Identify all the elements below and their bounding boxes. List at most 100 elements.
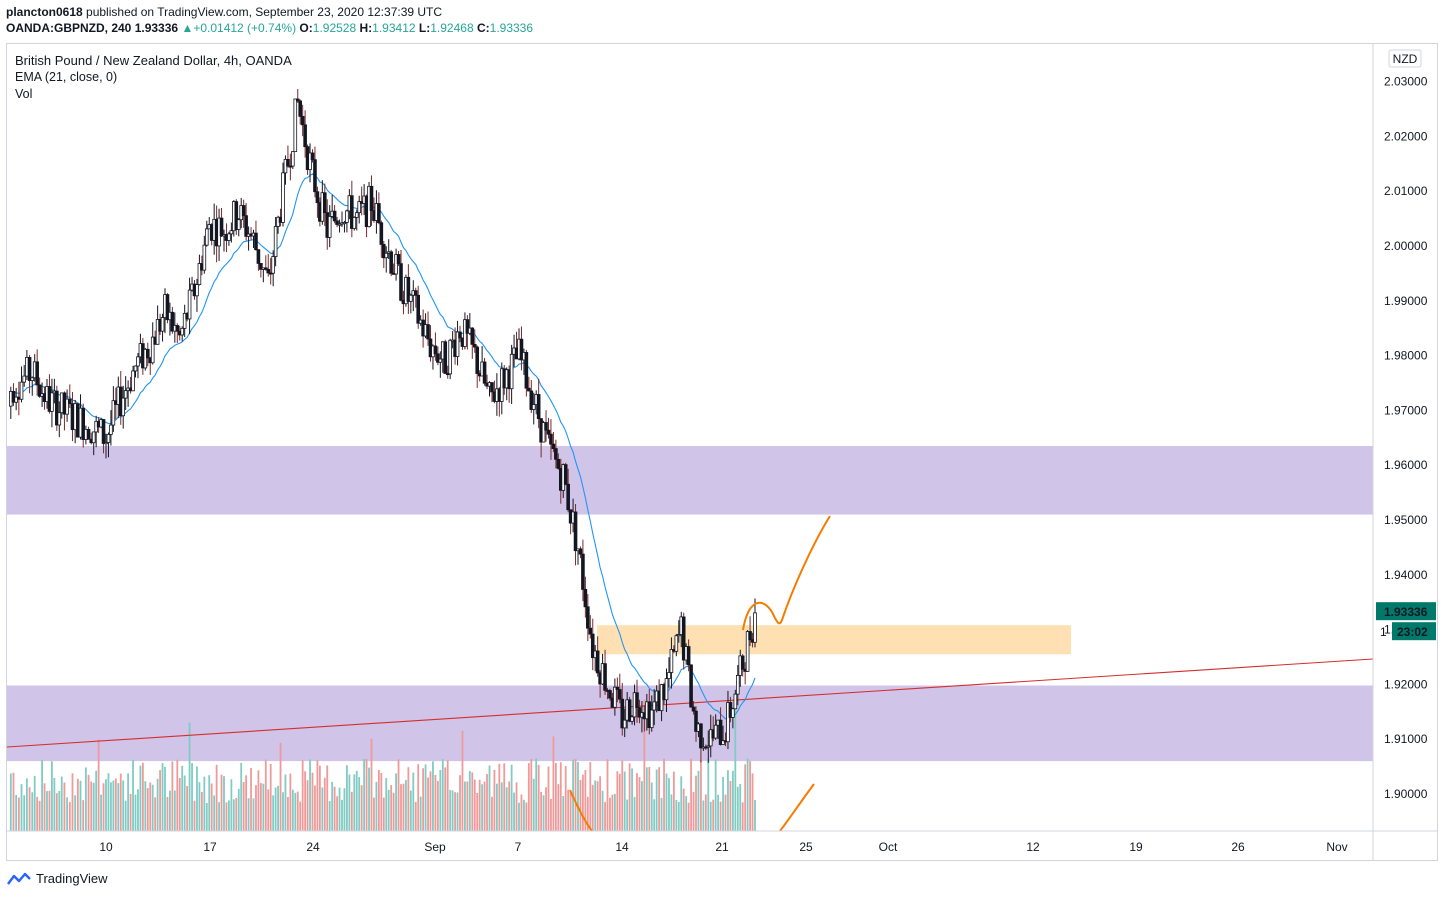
volume-bar [444,767,447,831]
volume-bar [523,799,525,831]
candle-body [721,740,725,745]
volume-bar [331,781,334,831]
volume-bar [171,761,174,831]
ema-layer [10,173,756,720]
legend-vol[interactable]: Vol [15,87,33,101]
candle-body [549,433,553,445]
candle-body [236,219,241,230]
volume-bar [746,758,749,831]
volume-bar [564,766,567,831]
candle-body [150,336,155,364]
volume-bar [274,787,277,831]
volume-bar [309,759,311,831]
candle-body [202,244,207,271]
volume-bar [23,795,26,831]
candle-body [310,152,315,161]
volume-bar [594,780,597,831]
volume-bar [12,772,15,831]
volume-bar [712,799,715,831]
volume-bar [146,788,149,831]
time-tick-label: 7 [515,840,522,854]
time-tick-label: 24 [306,840,320,854]
candle-body [588,627,593,635]
candle-body [377,203,381,224]
candle-body [509,353,514,390]
volume-bar [741,802,744,831]
candle-body [426,324,430,340]
candle-body [706,745,711,748]
volume-bar [461,730,464,831]
volume-bar [341,799,343,831]
footer-brand[interactable]: TradingView [6,871,108,886]
price-tick-label: 1.94000 [1384,568,1428,582]
volume-bar [618,773,621,831]
volume-bar [599,776,602,831]
volume-bar [38,800,41,831]
volume-bar [95,770,98,831]
candle-body [389,251,393,274]
volume-bar [441,759,444,831]
volume-bar [358,777,361,831]
candle-body [335,220,339,225]
volume-bar [173,790,176,831]
volume-bar [247,798,250,831]
volume-bar [48,790,51,831]
price-tick-label: 1.97000 [1384,403,1428,417]
candle-body [86,428,91,440]
chart-frame[interactable] [6,43,1438,861]
author-name[interactable]: plancton0618 [6,5,83,19]
candle-body [369,185,374,212]
candle-body [554,448,558,460]
volume-bar [74,795,77,831]
volume-bar [589,762,592,831]
candle-body [745,631,750,672]
volume-bar [287,796,289,831]
candle-body [443,341,448,374]
volume-bar [481,784,484,831]
candle-body [586,606,590,629]
volume-bar [139,765,142,831]
volume-bar [577,762,579,831]
candles-layer [8,88,757,763]
volume-bar [653,799,656,831]
volume-bar [427,777,429,831]
candle-body [19,381,24,400]
volume-bar [375,781,378,831]
volume-bar [623,771,626,831]
candle-body [165,294,170,321]
volume-bar [208,775,211,831]
candle-body [458,331,462,339]
volume-bar [282,792,284,831]
symbol-label: OANDA:GBPNZD, 240 [6,21,132,35]
volume-bar [284,774,287,831]
candle-body [160,317,165,332]
volume-bar [498,763,501,831]
volume-bar [643,699,646,831]
candle-body [416,294,421,324]
volume-bar [169,790,171,831]
legend-ema[interactable]: EMA (21, close, 0) [15,70,118,84]
volume-bar [611,794,614,831]
candle-body [527,387,531,392]
volume-bar [82,800,85,831]
candle-body [381,244,386,259]
volume-bar [729,781,732,831]
volume-bar [164,766,166,831]
close-value: 1.93336 [489,21,534,35]
candle-body [352,217,357,229]
volume-bar [734,705,737,831]
volume-bar [31,792,34,831]
candle-body [37,384,42,397]
volume-bar [250,767,252,831]
price-tick-label: 1.95000 [1384,513,1428,527]
candle-body [81,407,86,440]
time-tick-label: 17 [203,840,217,854]
volume-bar [707,758,710,831]
volume-bar [505,787,508,831]
volume-bar [149,782,152,831]
time-tick-label: 10 [99,840,113,854]
currency-badge-text: NZD [1393,52,1418,66]
volume-bar [127,773,130,831]
volume-bar [596,781,599,831]
